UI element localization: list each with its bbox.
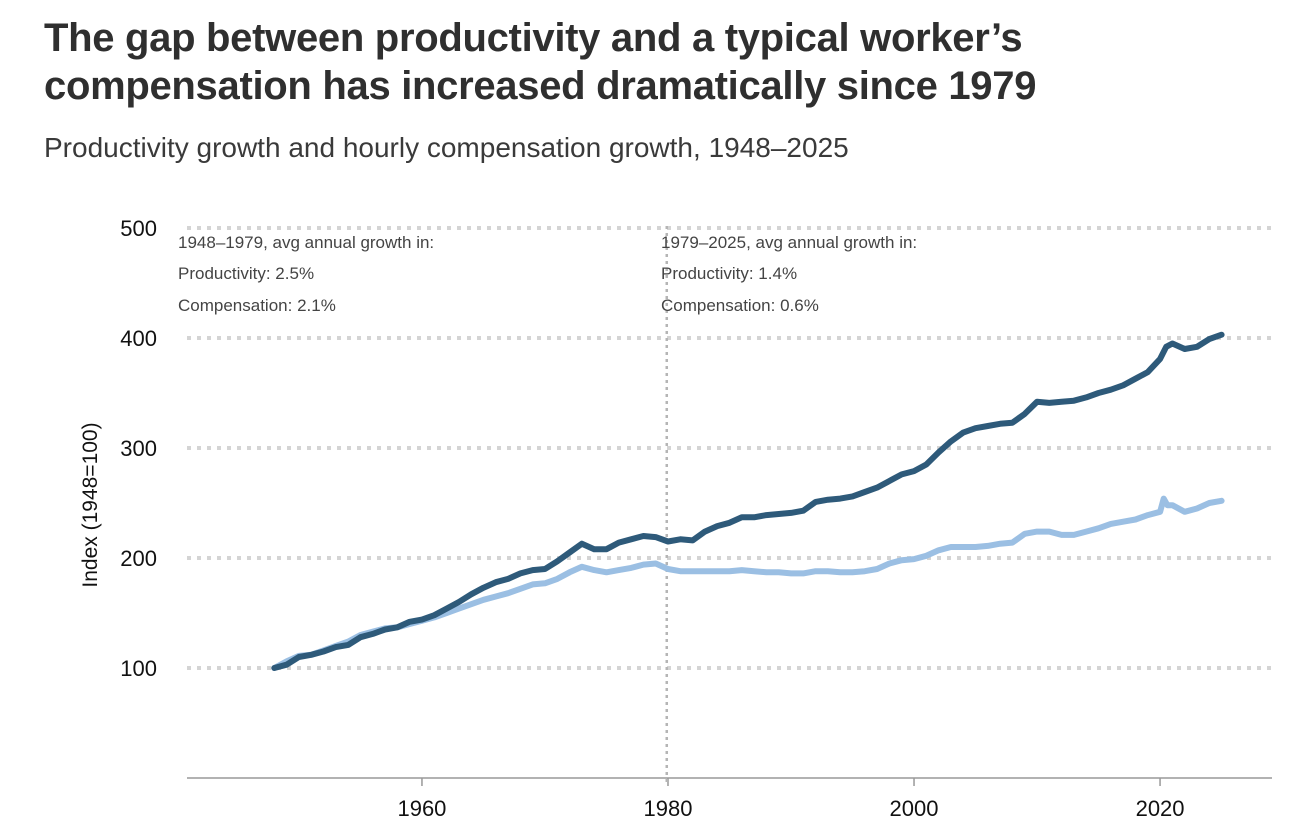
series-lines [271,331,1225,671]
y-axis-ticks: 100 200 300 400 500 [120,216,157,681]
y-tick-label: 300 [120,436,157,461]
x-tick-label: 2020 [1136,796,1185,821]
x-tick-label: 1980 [644,796,693,821]
y-tick-label: 100 [120,656,157,681]
annotation-left-productivity: Productivity: 2.5% [178,264,314,283]
y-tick-label: 200 [120,546,157,571]
y-tick-label: 400 [120,326,157,351]
productivity-line [271,331,1225,671]
compensation-line [271,495,1225,671]
chart-title: The gap between productivity and a typic… [44,16,1037,108]
annotation-left-heading: 1948–1979, avg annual growth in: [178,233,434,252]
annotation-right-compensation: Compensation: 0.6% [661,296,819,315]
x-tick-label: 2000 [890,796,939,821]
annotation-left-compensation: Compensation: 2.1% [178,296,336,315]
gridlines [187,226,1272,670]
chart-subtitle: Productivity growth and hourly compensat… [44,132,849,163]
x-tick-label: 1960 [397,796,446,821]
x-axis-ticks: 1960 1980 2000 2020 [397,778,1185,821]
y-tick-label: 500 [120,216,157,241]
annotation-right-heading: 1979–2025, avg annual growth in: [661,233,917,252]
y-axis-label: Index (1948=100) [79,422,102,587]
annotation-right-productivity: Productivity: 1.4% [661,264,797,283]
